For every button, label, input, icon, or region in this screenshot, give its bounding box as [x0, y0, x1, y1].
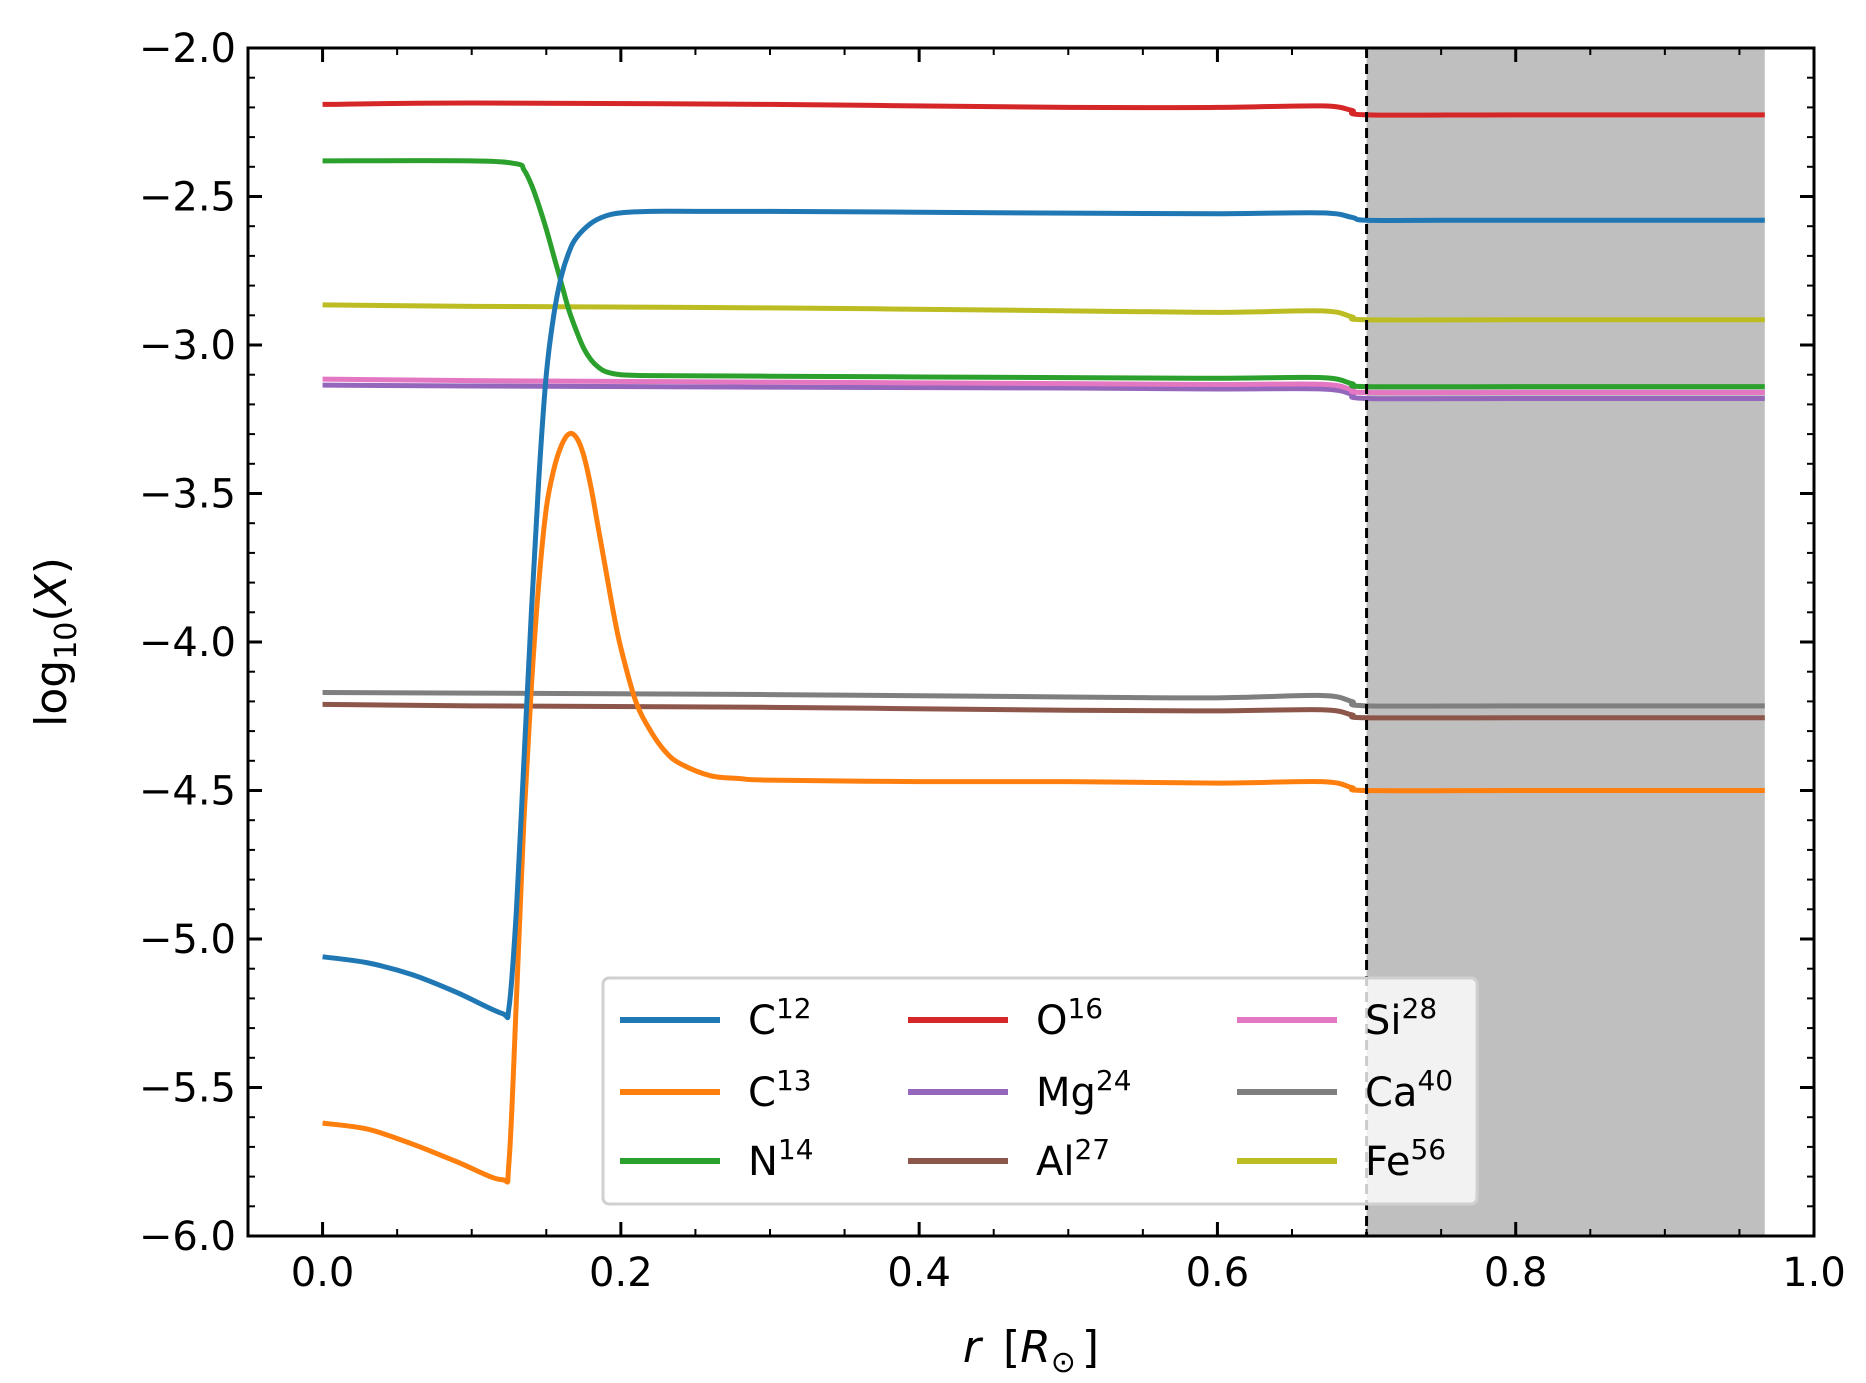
y-tick-label: −6.0: [139, 1214, 236, 1260]
series-line-al27: [322, 701, 1765, 721]
y-tick-label: −2.0: [139, 26, 236, 72]
x-tick-label: 0.0: [291, 1250, 355, 1296]
y-tick-label: −3.5: [139, 472, 236, 518]
series-line-si28: [322, 376, 1765, 396]
series-line-c13: [322, 430, 1765, 1185]
legend-label-c13: C13: [748, 1064, 812, 1116]
series-line-fe56: [322, 302, 1765, 323]
y-tick-label: −3.0: [139, 323, 236, 369]
x-tick-label: 0.6: [1186, 1250, 1250, 1296]
y-tick-label: −5.0: [139, 917, 236, 963]
legend-label-si28: Si28: [1365, 992, 1437, 1044]
legend-label-fe56: Fe56: [1365, 1133, 1446, 1185]
legend-label-ca40: Ca40: [1365, 1064, 1453, 1116]
series-line-mg24: [322, 382, 1765, 402]
y-tick-label: −2.5: [139, 175, 236, 221]
plot-frame: [246, 46, 1816, 1238]
legend-label-n14: N14: [748, 1133, 814, 1185]
legend-label-mg24: Mg24: [1036, 1064, 1132, 1116]
legend-label-c12: C12: [748, 992, 812, 1044]
x-tick-label: 0.2: [589, 1250, 653, 1296]
series-line-o16: [322, 100, 1765, 118]
y-tick-label: −5.5: [139, 1066, 236, 1112]
legend-label-o16: O16: [1036, 992, 1103, 1044]
series-line-c12: [322, 208, 1765, 1021]
series-line-n14: [322, 158, 1765, 390]
series-line-ca40: [322, 689, 1765, 709]
y-axis-label: log10(X): [26, 557, 84, 727]
x-axis-label: r [R⊙]: [963, 1322, 1099, 1380]
legend-label-al27: Al27: [1036, 1133, 1110, 1185]
x-tick-label: 0.4: [887, 1250, 951, 1296]
x-tick-label: 0.8: [1484, 1250, 1548, 1296]
y-tick-label: −4.5: [139, 769, 236, 815]
y-tick-label: −4.0: [139, 620, 236, 666]
legend-box: [601, 976, 1479, 1206]
x-tick-label: 1.0: [1782, 1250, 1846, 1296]
